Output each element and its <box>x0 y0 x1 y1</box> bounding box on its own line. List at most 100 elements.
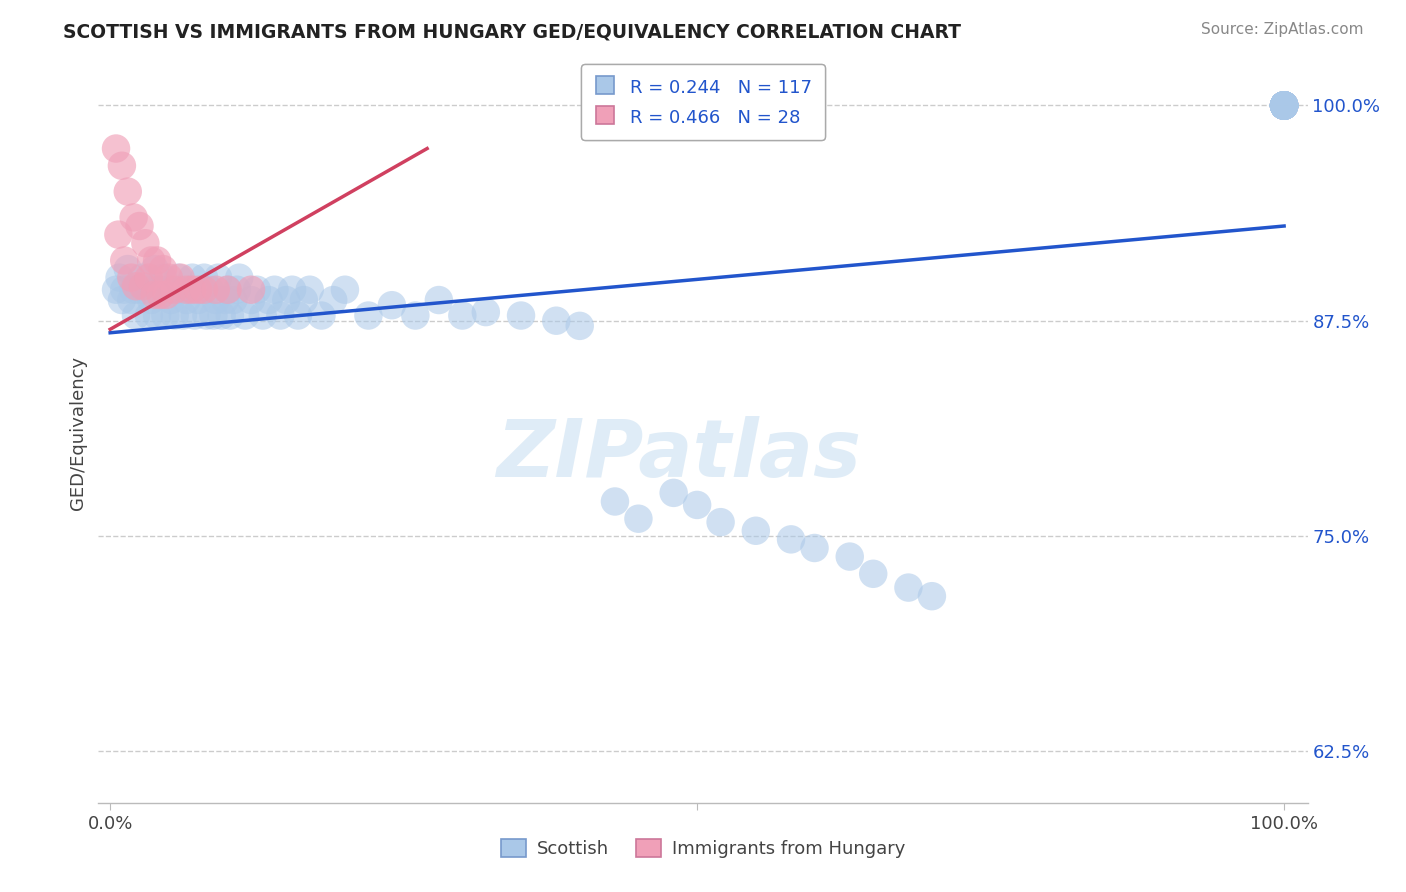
Point <box>292 293 315 307</box>
Text: Source: ZipAtlas.com: Source: ZipAtlas.com <box>1201 22 1364 37</box>
Point <box>219 309 242 323</box>
Point <box>921 589 943 603</box>
Point <box>108 270 131 285</box>
Point <box>404 309 426 323</box>
Point <box>172 309 194 323</box>
Point <box>862 566 884 581</box>
Point <box>176 293 198 307</box>
Point <box>128 219 150 233</box>
Y-axis label: GED/Equivalency: GED/Equivalency <box>69 356 87 509</box>
Point <box>1272 98 1295 112</box>
Point <box>1272 98 1295 112</box>
Point <box>157 270 180 285</box>
Point <box>187 293 209 307</box>
Point <box>163 283 186 297</box>
Point <box>686 498 709 512</box>
Point <box>281 283 304 297</box>
Point <box>134 283 156 297</box>
Point <box>1272 98 1295 112</box>
Point <box>1272 98 1295 112</box>
Point <box>1272 98 1295 112</box>
Point <box>228 270 250 285</box>
Point <box>510 309 533 323</box>
Point <box>627 512 650 526</box>
Point <box>269 309 291 323</box>
Point <box>1272 98 1295 112</box>
Point <box>138 309 160 323</box>
Point <box>1272 98 1295 112</box>
Point <box>155 288 177 302</box>
Point <box>1272 98 1295 112</box>
Point <box>169 283 191 297</box>
Point <box>131 270 153 285</box>
Point <box>125 309 148 323</box>
Point <box>141 293 163 307</box>
Point <box>1272 98 1295 112</box>
Point <box>240 293 263 307</box>
Point <box>117 185 139 199</box>
Point <box>803 541 825 555</box>
Point <box>1272 98 1295 112</box>
Point <box>181 270 204 285</box>
Point <box>263 283 285 297</box>
Point <box>287 309 309 323</box>
Point <box>1272 98 1295 112</box>
Point <box>568 318 591 333</box>
Point <box>198 283 221 297</box>
Point <box>128 283 150 297</box>
Point <box>838 549 860 564</box>
Point <box>183 309 205 323</box>
Point <box>105 142 128 156</box>
Point <box>125 279 148 293</box>
Point <box>134 236 156 251</box>
Point <box>204 293 226 307</box>
Point <box>257 293 280 307</box>
Point <box>1272 98 1295 112</box>
Point <box>143 288 166 302</box>
Point <box>193 270 215 285</box>
Point <box>662 486 685 500</box>
Point <box>160 293 183 307</box>
Point <box>111 293 134 307</box>
Point <box>1272 98 1295 112</box>
Point <box>190 283 212 297</box>
Point <box>1272 98 1295 112</box>
Point <box>333 283 356 297</box>
Point <box>1272 98 1295 112</box>
Point <box>163 309 186 323</box>
Point <box>252 309 274 323</box>
Point <box>322 293 344 307</box>
Point <box>381 298 404 312</box>
Point <box>195 309 218 323</box>
Point <box>117 262 139 277</box>
Point <box>1272 98 1295 112</box>
Point <box>214 293 236 307</box>
Point <box>193 283 215 297</box>
Point <box>167 270 190 285</box>
Point <box>204 283 226 297</box>
Point <box>1272 98 1295 112</box>
Point <box>107 227 129 242</box>
Point <box>710 515 733 529</box>
Point <box>211 309 233 323</box>
Point <box>1272 98 1295 112</box>
Point <box>427 293 450 307</box>
Point <box>546 314 568 328</box>
Point <box>169 270 191 285</box>
Point <box>217 283 239 297</box>
Point <box>152 270 174 285</box>
Point <box>149 288 172 302</box>
Point <box>276 293 298 307</box>
Point <box>157 283 180 297</box>
Point <box>138 270 160 285</box>
Point <box>179 283 201 297</box>
Point <box>187 283 209 297</box>
Legend: R = 0.244   N = 117, R = 0.466   N = 28: R = 0.244 N = 117, R = 0.466 N = 28 <box>581 64 825 140</box>
Point <box>1272 98 1295 112</box>
Point <box>181 283 204 297</box>
Point <box>152 262 174 277</box>
Point <box>146 309 169 323</box>
Point <box>1272 98 1295 112</box>
Point <box>111 159 134 173</box>
Legend: Scottish, Immigrants from Hungary: Scottish, Immigrants from Hungary <box>494 831 912 865</box>
